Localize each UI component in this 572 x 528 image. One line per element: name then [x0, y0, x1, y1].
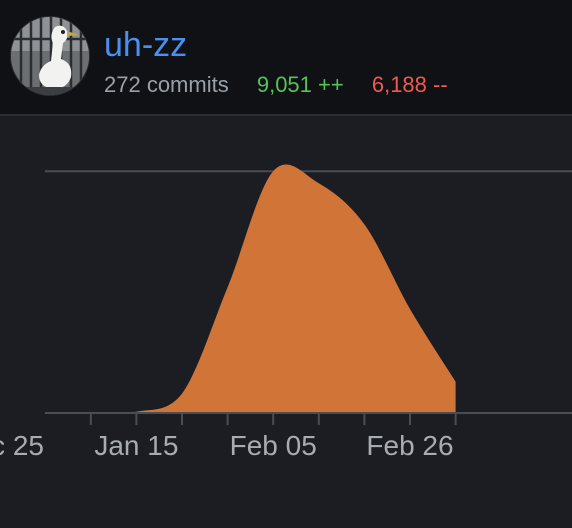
x-tick-label: Dec 25	[0, 430, 44, 461]
additions-count: 9,051 ++	[256, 72, 344, 97]
avatar[interactable]	[11, 17, 89, 95]
contributor-stats: 272 commits 9,051 ++ 6,188 --	[104, 72, 448, 98]
contribution-area	[0, 164, 456, 413]
contributor-username-link[interactable]: uh-zz	[104, 26, 188, 64]
contribution-area-chart: Dec 25 Jan 15 Feb 05 Feb 26	[0, 164, 572, 461]
contributor-header: uh-zz 272 commits 9,051 ++ 6,188 --	[0, 0, 572, 116]
deletions-count: 6,188 --	[371, 72, 448, 97]
x-tick-label: Feb 05	[230, 430, 317, 461]
x-tick-label: Feb 26	[366, 430, 453, 461]
x-axis-labels: Dec 25 Jan 15 Feb 05 Feb 26	[0, 430, 454, 461]
x-tick-label: Jan 15	[94, 430, 178, 461]
commit-count[interactable]: 272 commits	[104, 72, 229, 97]
avatar-photo-icon	[11, 17, 89, 95]
x-axis-ticks	[89, 413, 457, 425]
